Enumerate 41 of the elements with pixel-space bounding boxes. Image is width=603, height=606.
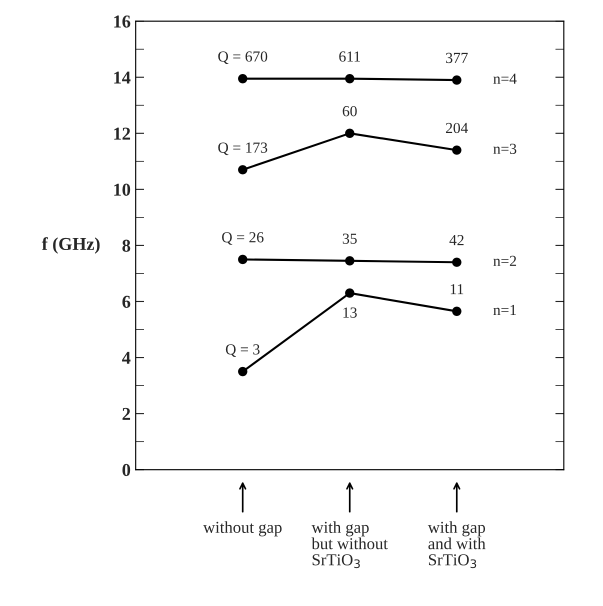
y-tick-label: 10 [114, 184, 130, 196]
y-axis-title: f (GHz) [42, 237, 100, 254]
annotation: 35 [342, 234, 357, 244]
text: n=3 [493, 144, 516, 154]
annotation: 204 [446, 122, 468, 134]
y-tick-label: 8 [122, 240, 130, 252]
y-tick-label: 6 [122, 296, 130, 308]
point [345, 256, 354, 266]
point [345, 128, 354, 138]
point [452, 75, 462, 85]
annotation: 377 [446, 52, 468, 64]
point [238, 165, 248, 174]
annotation: 611 [339, 51, 360, 62]
text: n=4 [493, 74, 517, 84]
annotation: 13 [343, 307, 357, 318]
annotation: Q = 3 [226, 344, 260, 357]
point [238, 254, 248, 264]
point [238, 366, 248, 376]
y-tick-label: 12 [114, 128, 130, 140]
x-tick-label: with gap but without SrTiO$_{3}$ [312, 521, 388, 568]
annotation: 11 [450, 284, 464, 294]
point [452, 145, 462, 155]
x-tick-label: without gap [203, 521, 282, 536]
point [238, 74, 248, 84]
annotation: Q = 670 [218, 51, 268, 64]
y-tick-label: 0 [122, 464, 130, 476]
text: n=2 [493, 256, 516, 266]
y-tick-label: 16 [114, 16, 130, 28]
x-tick-label: with gap and with SrTiO$_{3}$ [428, 521, 486, 568]
annotation: Q = 173 [218, 142, 268, 156]
annotation: Q = 26 [222, 232, 264, 245]
point [452, 306, 462, 316]
point [345, 74, 354, 84]
y-tick-label: 4 [122, 352, 130, 364]
y-tick-label: 14 [114, 72, 130, 84]
point [345, 288, 354, 298]
y-tick-label: 2 [122, 408, 130, 420]
annotation: 60 [342, 106, 357, 116]
point [452, 258, 462, 267]
text: n=1 [493, 304, 516, 315]
annotation: 42 [449, 234, 464, 246]
